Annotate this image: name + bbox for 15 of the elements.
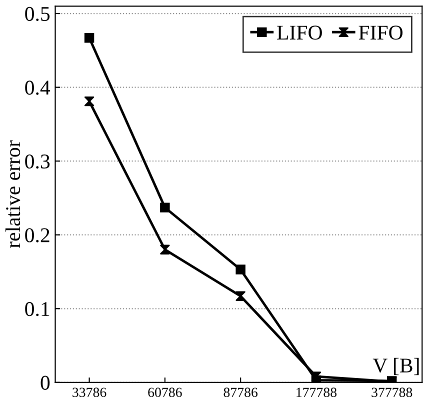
y-tick-label: 0 — [40, 376, 50, 390]
x-tick-label: 377788 — [372, 388, 412, 398]
y-tick-label: 0.2 — [25, 228, 50, 242]
x-tick-label: 87786 — [224, 388, 258, 398]
x-tick-label: 33786 — [72, 388, 106, 398]
y-tick-label: 0.1 — [25, 302, 50, 316]
legend-label: LIFO — [277, 26, 322, 40]
y-tick-label: 0.5 — [25, 6, 50, 22]
y-tick-label: 0.4 — [25, 80, 50, 95]
x-tick-label: 60786 — [148, 388, 182, 398]
y-axis-title: relative error — [5, 140, 20, 248]
legend-label: FIFO — [358, 26, 403, 40]
y-tick-label: 0.3 — [25, 154, 50, 169]
x-axis-title: V [B] — [372, 358, 419, 376]
x-tick-label: 177788 — [296, 388, 337, 398]
